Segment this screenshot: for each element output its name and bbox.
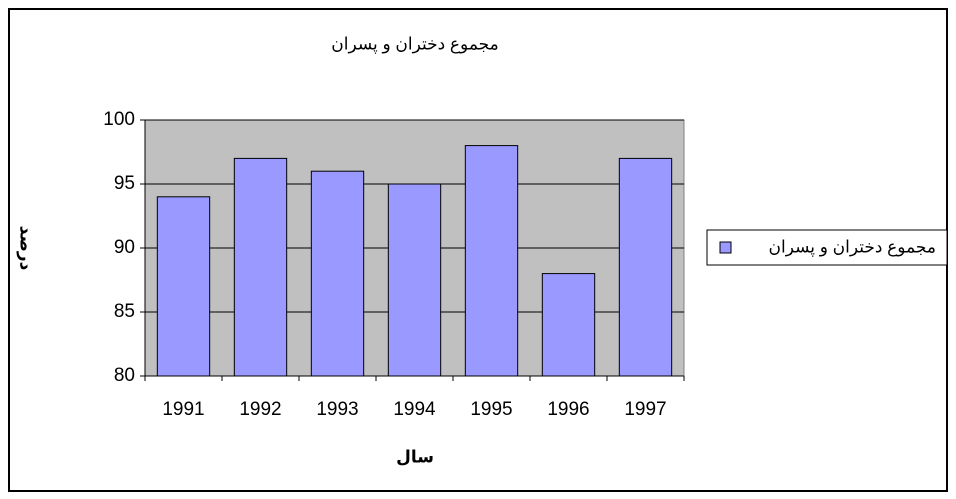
x-tick-label: 1996 [547,399,589,420]
legend [706,229,948,266]
x-tick-label: 1991 [162,399,204,420]
y-tick-label: 85 [114,301,135,322]
legend-label: مجموع دختران و پسران [769,237,937,257]
legend-swatch [719,241,732,254]
x-tick-label: 1994 [393,399,436,420]
bar [156,196,211,377]
bar [310,170,365,377]
chart-title: مجموع دختران و پسران [331,34,499,54]
x-tick-label: 1997 [624,399,666,420]
x-tick-label: 1995 [470,399,512,420]
y-tick-label: 100 [103,109,135,130]
bar [233,157,288,377]
bar [464,145,519,377]
x-tick-label: 1993 [316,399,358,420]
x-axis-label: سال [396,447,434,466]
y-tick-label: 95 [114,173,135,194]
x-tick-label: 1992 [239,399,281,420]
bar [541,273,596,377]
y-tick-label: 90 [114,237,135,258]
y-axis-label: درصد [17,226,36,271]
bar [618,157,673,377]
bar [387,183,442,377]
y-tick-label: 80 [114,365,135,386]
